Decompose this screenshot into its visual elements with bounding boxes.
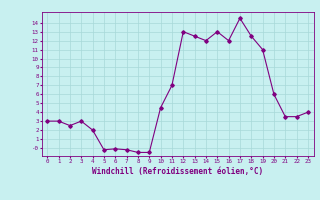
X-axis label: Windchill (Refroidissement éolien,°C): Windchill (Refroidissement éolien,°C) [92, 167, 263, 176]
